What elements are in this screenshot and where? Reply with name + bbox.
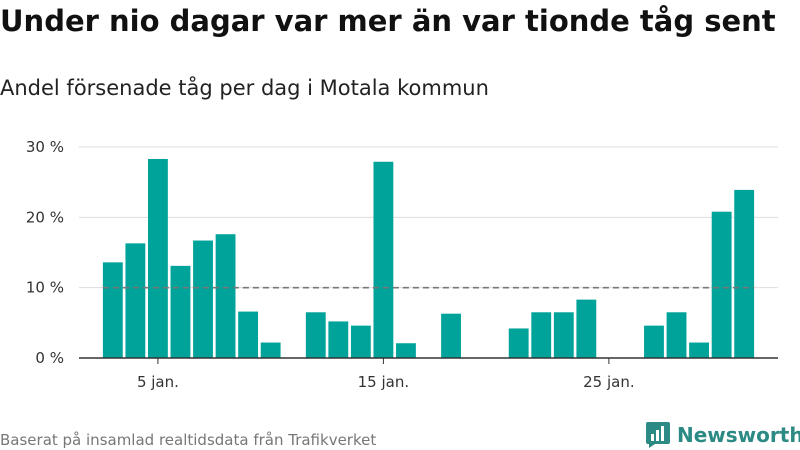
bar bbox=[350, 325, 371, 358]
bars bbox=[102, 158, 755, 358]
bar bbox=[396, 343, 416, 358]
source-note: Baserat på insamlad realtidsdata från Tr… bbox=[0, 431, 377, 449]
y-tick-label: 30 % bbox=[26, 138, 64, 156]
bar bbox=[260, 342, 281, 358]
bar bbox=[576, 299, 597, 358]
brand-logo: Newsworthy bbox=[645, 420, 800, 450]
chart-subtitle: Andel försenade tåg per dag i Motala kom… bbox=[0, 76, 489, 100]
bar bbox=[441, 313, 461, 358]
bar bbox=[644, 325, 664, 358]
bar bbox=[328, 321, 349, 358]
bar bbox=[238, 311, 259, 358]
x-tick-label: 5 jan. bbox=[137, 373, 179, 391]
bar bbox=[193, 240, 213, 358]
newsworthy-logo-icon bbox=[646, 422, 670, 448]
x-tick-label: 15 jan. bbox=[358, 373, 410, 391]
bar bbox=[734, 189, 755, 358]
bar bbox=[125, 243, 146, 358]
bar bbox=[102, 262, 123, 358]
bar bbox=[553, 312, 574, 358]
bar bbox=[373, 161, 394, 358]
axes: 0 % 10 % 20 % 30 % 5 jan. 15 jan. 25 jan. bbox=[26, 138, 778, 391]
bar bbox=[508, 328, 529, 358]
y-tick-label: 20 % bbox=[26, 208, 64, 226]
brand-name: Newsworthy bbox=[677, 423, 800, 447]
y-tick-label: 0 % bbox=[35, 349, 64, 367]
bar bbox=[531, 312, 552, 358]
bar bbox=[215, 234, 236, 358]
y-tick-label: 10 % bbox=[26, 279, 64, 297]
chart-title: Under nio dagar var mer än var tionde tå… bbox=[0, 4, 776, 38]
bar bbox=[711, 211, 732, 358]
bar-chart: 0 % 10 % 20 % 30 % 5 jan. 15 jan. 25 jan. bbox=[26, 138, 778, 391]
bar bbox=[305, 312, 326, 358]
bar bbox=[147, 158, 168, 358]
bar bbox=[170, 265, 191, 358]
bar bbox=[666, 312, 687, 358]
x-tick-label: 25 jan. bbox=[583, 373, 635, 391]
bar bbox=[689, 342, 710, 358]
